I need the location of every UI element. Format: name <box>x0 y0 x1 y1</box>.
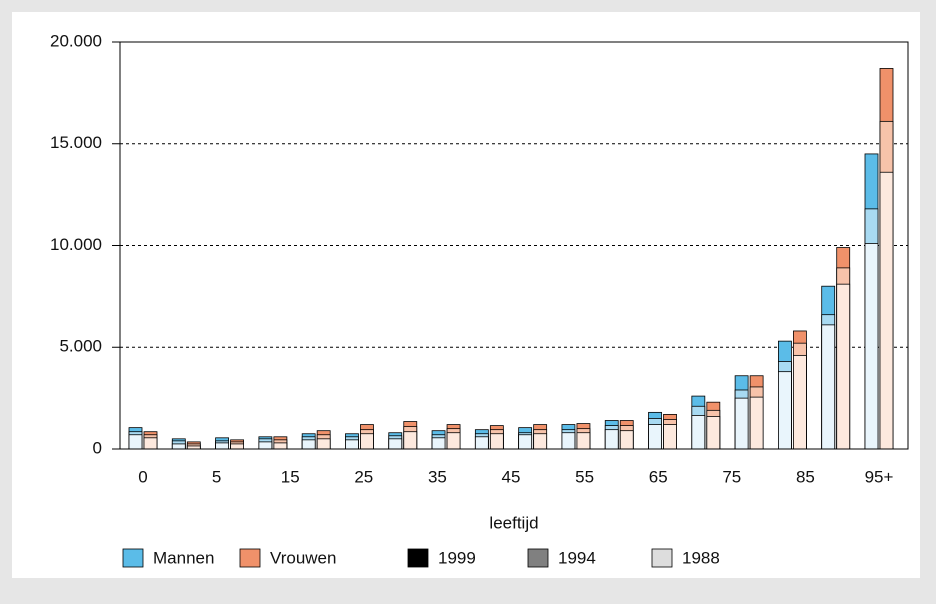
legend-swatch <box>239 548 261 568</box>
bar <box>864 243 879 450</box>
legend-swatch <box>651 548 673 568</box>
bar <box>258 441 273 450</box>
x-tick-label: 85 <box>796 467 815 486</box>
bar <box>778 371 792 450</box>
bar <box>171 443 186 450</box>
legend-label: 1999 <box>438 548 476 567</box>
y-tick-label: 20.000 <box>50 31 102 50</box>
bar <box>301 439 316 450</box>
x-axis-label: leeftijd <box>489 513 538 532</box>
legend-label: 1988 <box>682 548 720 567</box>
bar <box>518 434 533 450</box>
legend-swatch <box>122 548 144 568</box>
y-tick-label: 5.000 <box>59 337 102 356</box>
bar <box>489 433 504 450</box>
bar <box>345 439 359 450</box>
bar <box>879 171 894 450</box>
bar <box>474 436 489 450</box>
bar <box>663 424 677 450</box>
bar <box>316 438 331 450</box>
x-tick-label: 15 <box>281 467 300 486</box>
legend-label: Vrouwen <box>270 548 336 567</box>
y-tick-label: 10.000 <box>50 235 102 254</box>
x-tick-label: 65 <box>649 467 668 486</box>
bar <box>388 438 403 450</box>
x-tick-label: 0 <box>138 467 147 486</box>
bar <box>706 416 721 450</box>
legend-label: Mannen <box>153 548 214 567</box>
bar <box>734 397 749 450</box>
x-tick-label: 25 <box>354 467 373 486</box>
bar <box>604 429 619 450</box>
bar <box>749 396 764 450</box>
chart-background <box>12 12 920 578</box>
bar <box>446 432 461 450</box>
x-tick-label: 35 <box>428 467 447 486</box>
bar <box>128 434 143 450</box>
x-tick-label: 55 <box>575 467 594 486</box>
bar <box>273 442 288 450</box>
bar <box>533 433 548 450</box>
bar <box>360 433 374 450</box>
bar <box>691 415 706 450</box>
bar <box>576 432 591 450</box>
x-tick-label: 75 <box>722 467 741 486</box>
legend-swatch <box>407 548 429 568</box>
legend-label: 1994 <box>558 548 596 567</box>
bar <box>143 437 158 450</box>
x-tick-label: 45 <box>502 467 521 486</box>
plot-frame <box>119 41 909 450</box>
bar <box>561 432 576 450</box>
x-tick-label: 95+ <box>865 467 894 486</box>
bar <box>431 437 446 450</box>
bar <box>230 443 244 450</box>
bar <box>648 424 662 450</box>
y-tick-label: 15.000 <box>50 133 102 152</box>
y-tick-label: 0 <box>93 438 102 457</box>
bar <box>619 430 634 450</box>
x-tick-label: 5 <box>212 467 221 486</box>
bar <box>403 431 418 450</box>
bar <box>836 283 851 450</box>
legend-swatch <box>527 548 549 568</box>
bar <box>821 324 836 450</box>
bar <box>215 442 229 450</box>
bar <box>793 354 807 450</box>
